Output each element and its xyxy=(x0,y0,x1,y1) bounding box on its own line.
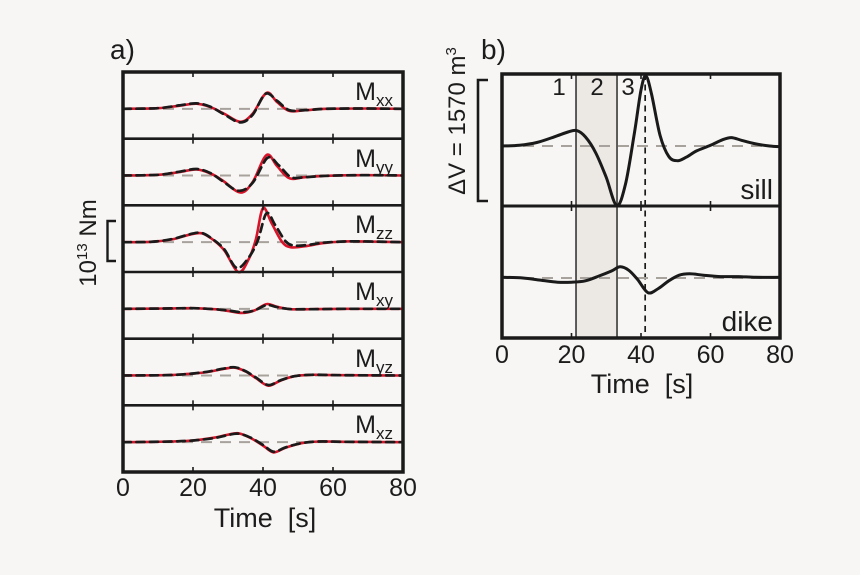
Mzz-curve-black-dashed xyxy=(121,211,405,270)
dike-curve xyxy=(500,265,782,295)
xtick-label-80: 80 xyxy=(766,341,794,369)
Myy-curve-black-dashed xyxy=(121,155,405,193)
xtick-label-20: 20 xyxy=(179,474,207,502)
sill-label: sill xyxy=(740,174,773,205)
xtick-label-60: 60 xyxy=(696,341,725,369)
panel-b-xaxis-title: Time [s] xyxy=(590,369,694,399)
trace-label-Mxy: Mxy xyxy=(355,278,393,310)
Mxz-curve-black-dashed xyxy=(121,432,405,454)
trace-label-Myz: Myz xyxy=(355,344,393,377)
xtick-label-80: 80 xyxy=(389,474,417,502)
trace-label-Mxx: Mxx xyxy=(355,78,393,110)
Myz-curve-black-dashed xyxy=(121,365,405,387)
trace-label-Myy: Myy xyxy=(355,144,393,177)
panel-a-scale-bracket xyxy=(106,219,116,263)
dike-label: dike xyxy=(721,306,773,337)
xtick-label-20: 20 xyxy=(557,341,586,369)
ylabel-a-base: 10 xyxy=(75,259,102,287)
Mxy-curve-black-dashed xyxy=(121,303,405,314)
trace-label-Mxz: Mxz xyxy=(355,411,393,444)
ylabel-b-base: ΔV = 1570 m xyxy=(444,55,471,195)
panel-b-scale-bracket xyxy=(476,78,488,203)
xtick-label-60: 60 xyxy=(319,474,347,502)
xtick-label-40: 40 xyxy=(627,341,655,369)
ylabel-a-unit: Nm xyxy=(75,199,102,244)
panel-a-xaxis-title: Time [s] xyxy=(213,503,317,533)
xtick-label-0: 0 xyxy=(495,341,509,369)
xtick-label-40: 40 xyxy=(249,474,277,502)
phase-label-2: 2 xyxy=(590,74,604,101)
phase-label-1: 1 xyxy=(552,74,566,101)
panel-a-label: a) xyxy=(110,34,135,65)
trace-label-Mzz: Mzz xyxy=(355,211,393,244)
panel-a-ylabel: 1013 Nm xyxy=(74,199,102,287)
Mxx-curve-black-dashed xyxy=(121,92,405,124)
phase-label-3: 3 xyxy=(621,74,635,101)
panel-b-label: b) xyxy=(481,34,506,65)
xtick-label-0: 0 xyxy=(116,474,130,502)
ylabel-a-exponent: 13 xyxy=(74,243,91,260)
sill-curve xyxy=(500,74,782,207)
panel-b-ylabel: ΔV = 1570 m3 xyxy=(443,47,471,195)
ylabel-b-exponent: 3 xyxy=(443,47,460,56)
